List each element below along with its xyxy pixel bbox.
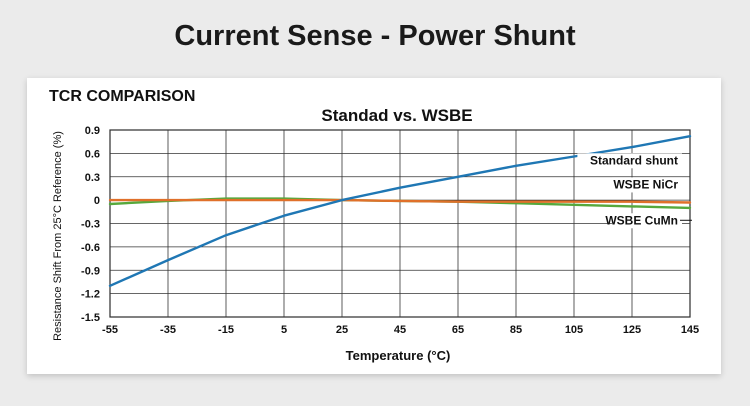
- y-tick-label: 0.9: [85, 125, 100, 137]
- annotation-label: Standard shunt: [590, 153, 678, 167]
- x-tick-label: 65: [452, 324, 464, 336]
- annotation-label: WSBE CuMn: [605, 213, 678, 227]
- panel-title: TCR COMPARISON: [49, 88, 196, 105]
- y-tick-label: -1.2: [81, 289, 100, 301]
- x-axis-label: Temperature (°C): [346, 348, 451, 363]
- x-tick-label: 145: [681, 324, 699, 336]
- page-title: Current Sense - Power Shunt: [174, 20, 576, 52]
- x-tick-label: 25: [336, 324, 348, 336]
- x-tick-label: 105: [565, 324, 583, 336]
- y-tick-label: -0.6: [81, 242, 100, 254]
- annotation-bg: [577, 153, 682, 169]
- chart-card: TCR COMPARISON Standad vs. WSBE Temperat…: [27, 78, 721, 374]
- annotation-bg: [611, 177, 682, 193]
- y-tick-label: 0.3: [85, 172, 100, 184]
- annotation-bg: [611, 213, 682, 229]
- y-tick-label: -0.3: [81, 219, 100, 231]
- x-tick-label: 5: [281, 324, 287, 336]
- y-tick-label: 0.6: [85, 148, 100, 160]
- y-axis-label: Resistance Shift From 25°C Reference (%): [52, 131, 64, 341]
- chart-title: Standad vs. WSBE: [321, 106, 472, 125]
- y-tick-label: -1.5: [81, 312, 100, 324]
- x-tick-label: 125: [623, 324, 641, 336]
- tcr-line-chart: Standad vs. WSBE Temperature (°C) Resist…: [52, 106, 699, 363]
- series-line-wsbe-nicr: [108, 198, 692, 204]
- x-tick-label: 45: [394, 324, 406, 336]
- x-tick-label: -35: [160, 324, 176, 336]
- y-tick-label: 0: [94, 195, 100, 207]
- x-tick-label: -55: [102, 324, 118, 336]
- annotation-label: WSBE NiCr: [613, 177, 678, 191]
- x-tick-label: 85: [510, 324, 522, 336]
- y-tick-label: -0.9: [81, 265, 100, 277]
- x-tick-label: -15: [218, 324, 234, 336]
